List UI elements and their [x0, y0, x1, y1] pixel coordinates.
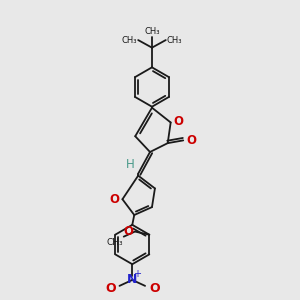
Text: O: O: [186, 134, 196, 147]
Text: CH₃: CH₃: [122, 36, 137, 45]
Text: O: O: [105, 282, 116, 295]
Text: O: O: [174, 115, 184, 128]
Text: O: O: [149, 282, 160, 295]
Text: ⁻: ⁻: [107, 288, 112, 298]
Text: CH₃: CH₃: [167, 36, 182, 45]
Text: O: O: [124, 225, 134, 238]
Text: N: N: [127, 274, 137, 286]
Text: ⁻: ⁻: [152, 288, 158, 298]
Text: O: O: [110, 193, 119, 206]
Text: +: +: [133, 269, 141, 279]
Text: CH₃: CH₃: [144, 27, 160, 36]
Text: CH₃: CH₃: [106, 238, 123, 247]
Text: H: H: [125, 158, 134, 171]
